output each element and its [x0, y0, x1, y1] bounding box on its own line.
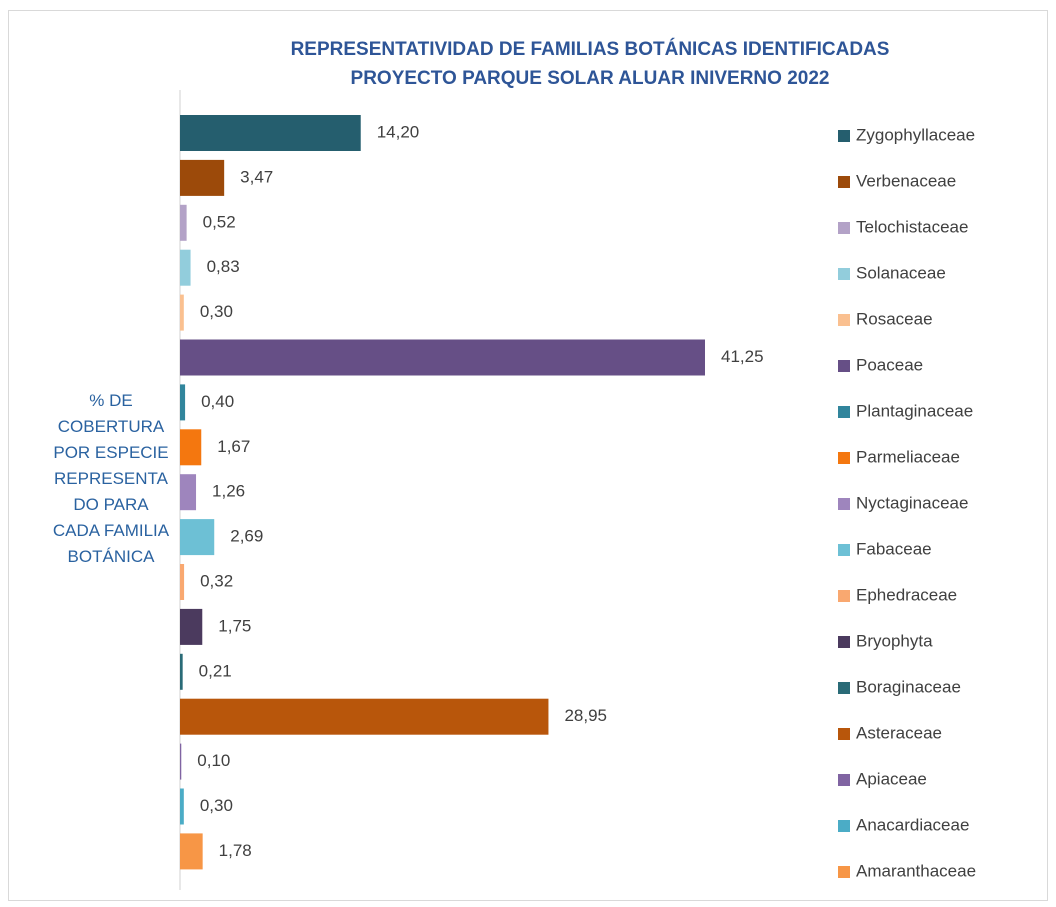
legend-label: Amaranthaceae: [856, 861, 976, 880]
bar: [180, 564, 185, 600]
legend-swatch: [838, 682, 850, 694]
legend-swatch: [838, 360, 850, 372]
legend-label: Nyctaginaceae: [856, 493, 968, 512]
data-label: 0,52: [203, 212, 236, 231]
legend-swatch: [838, 130, 850, 142]
legend-swatch: [838, 222, 850, 234]
legend-label: Zygophyllaceae: [856, 125, 975, 144]
data-label: 0,10: [197, 751, 230, 770]
legend-label: Fabaceae: [856, 539, 932, 558]
legend-label: Rosaceae: [856, 309, 933, 328]
legend-label: Poaceae: [856, 355, 923, 374]
legend-swatch: [838, 774, 850, 786]
bar: [180, 115, 361, 151]
legend-swatch: [838, 820, 850, 832]
chart-title: REPRESENTATIVIDAD DE FAMILIAS BOTÁNICAS …: [291, 38, 890, 60]
data-label: 14,20: [377, 122, 420, 141]
bar: [180, 159, 225, 196]
legend-swatch: [838, 498, 850, 510]
legend-label: Plantaginaceae: [856, 401, 973, 420]
bar: [180, 474, 197, 511]
chart-title: PROYECTO PARQUE SOLAR ALUAR INIVERNO 202…: [351, 68, 830, 89]
y-axis-label: % DE COBERTURA POR ESPECIE REPRESENTADO …: [52, 391, 170, 566]
legend-label: Asteraceae: [856, 723, 942, 742]
bar: [180, 788, 184, 825]
data-label: 28,95: [564, 706, 607, 725]
legend-label: Ephedraceae: [856, 585, 957, 604]
bar: [180, 204, 187, 241]
bar: [180, 653, 183, 690]
legend-label: Verbenaceae: [856, 171, 956, 190]
bar: [180, 249, 191, 286]
data-label: 0,30: [200, 796, 233, 815]
data-label: 0,30: [200, 302, 233, 321]
legend-swatch: [838, 452, 850, 464]
data-label: 1,67: [217, 437, 250, 456]
bar: [180, 339, 705, 376]
bar: [180, 698, 549, 735]
legend-swatch: [838, 866, 850, 878]
legend-label: Apiaceae: [856, 769, 927, 788]
legend-swatch: [838, 590, 850, 602]
legend-swatch: [838, 406, 850, 418]
legend-swatch: [838, 176, 850, 188]
legend-label: Anacardiaceae: [856, 815, 969, 834]
data-label: 41,25: [721, 347, 764, 366]
data-label: 0,21: [199, 661, 232, 680]
bar: [180, 608, 203, 645]
bar: [180, 384, 186, 421]
legend-label: Solanaceae: [856, 263, 946, 282]
bar: [180, 294, 184, 331]
chart-border: [8, 10, 1048, 901]
data-label: 0,40: [201, 392, 234, 411]
legend-label: Bryophyta: [856, 631, 933, 650]
data-label: 2,69: [230, 527, 263, 546]
bar: [180, 429, 202, 466]
bar: [180, 743, 182, 780]
bar: [180, 833, 203, 870]
bar: [180, 519, 215, 556]
legend-label: Telochistaceae: [856, 217, 968, 236]
data-label: 3,47: [240, 167, 273, 186]
legend-swatch: [838, 636, 850, 648]
data-label: 1,26: [212, 482, 245, 501]
data-label: 0,32: [200, 571, 233, 590]
legend-swatch: [838, 728, 850, 740]
data-label: 1,75: [218, 616, 251, 635]
legend-label: Boraginaceae: [856, 677, 961, 696]
legend-swatch: [838, 544, 850, 556]
data-label: 0,83: [207, 257, 240, 276]
data-label: 1,78: [219, 841, 252, 860]
legend-label: Parmeliaceae: [856, 447, 960, 466]
legend-swatch: [838, 314, 850, 326]
legend-swatch: [838, 268, 850, 280]
